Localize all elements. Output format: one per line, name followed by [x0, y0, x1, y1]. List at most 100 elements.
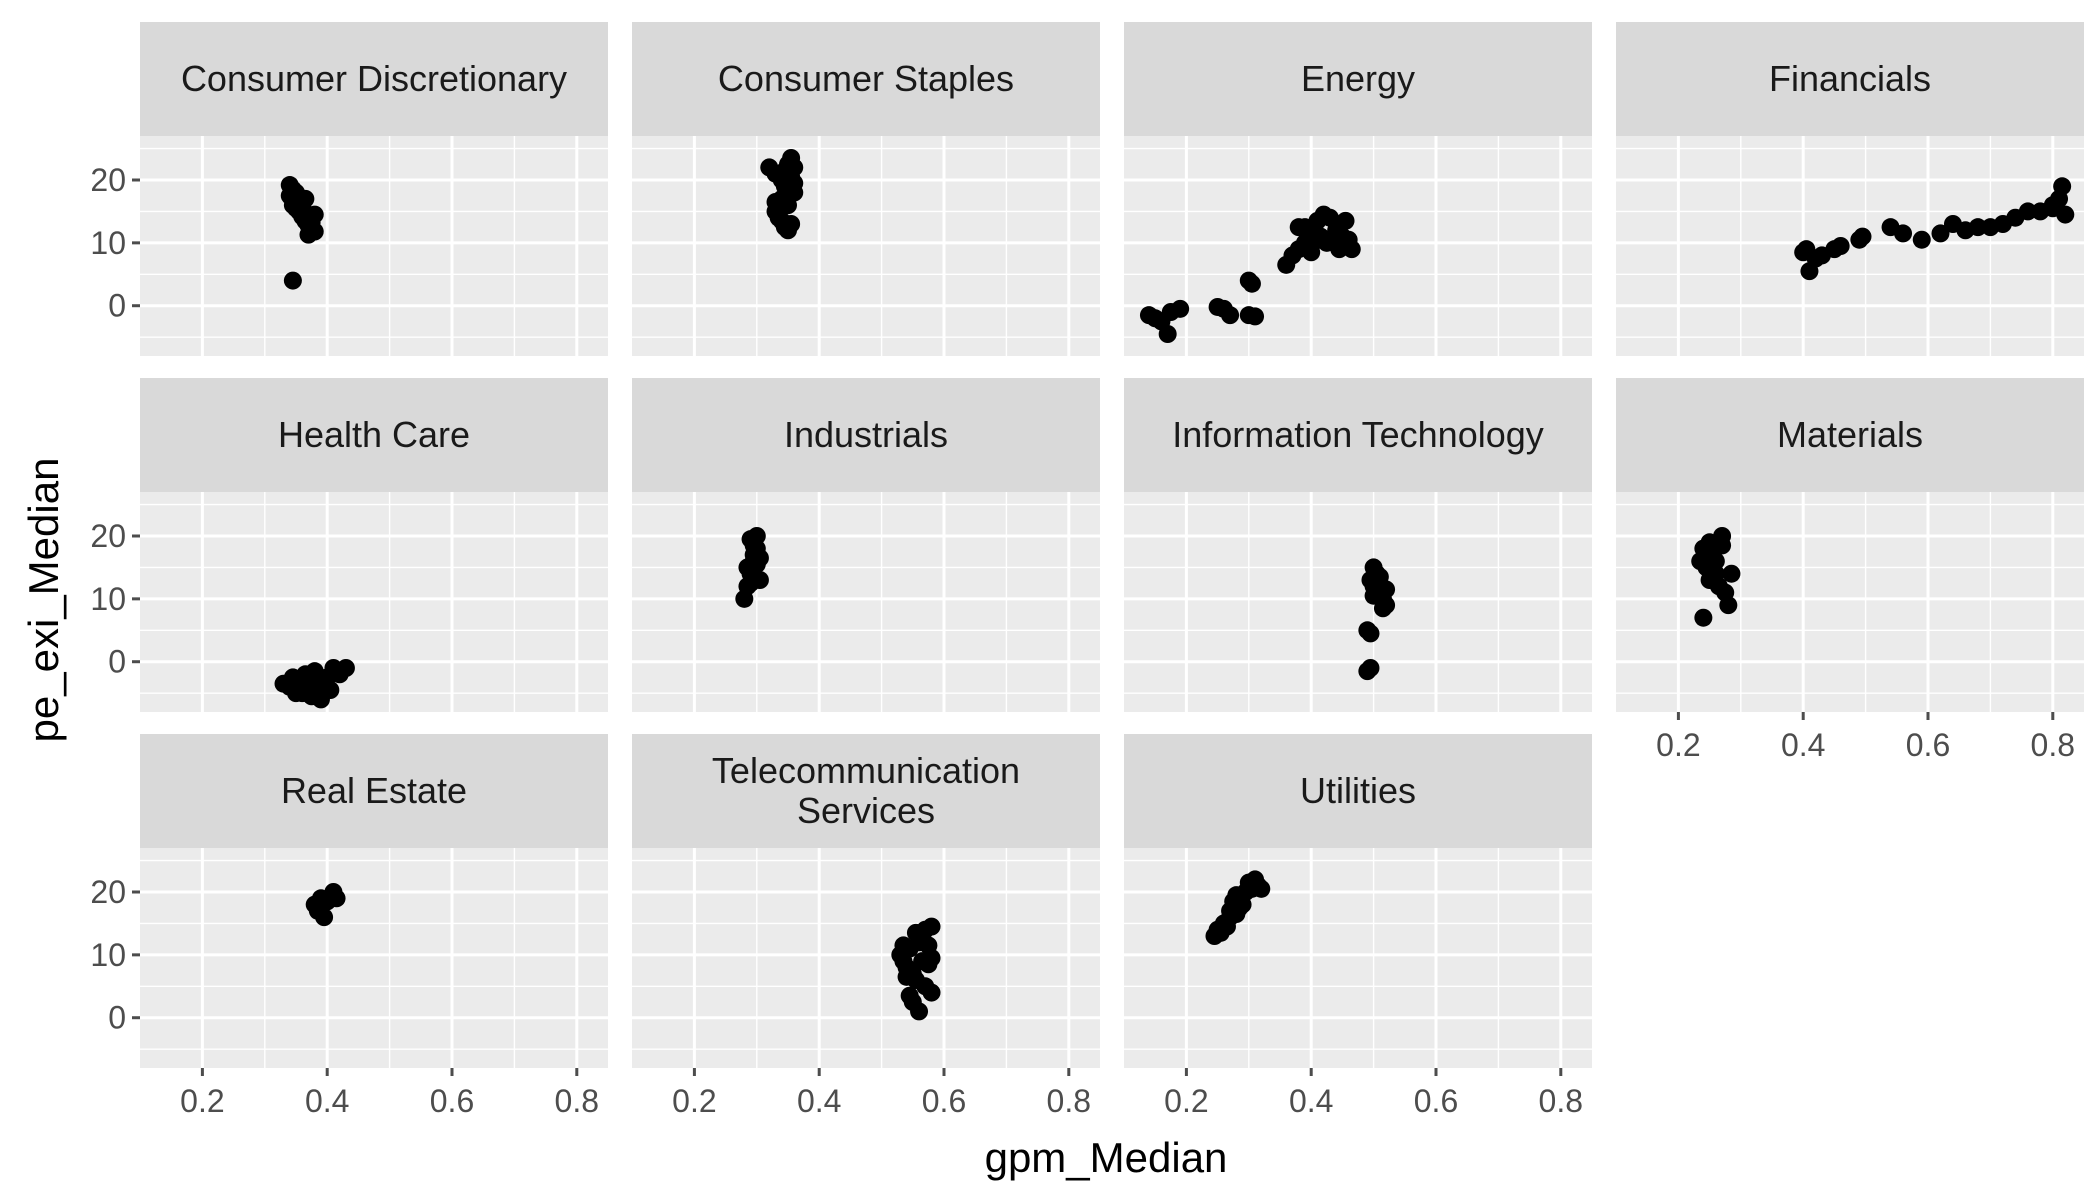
facet-strip-label: Information Technology: [1172, 414, 1544, 455]
facet-strip-label: Health Care: [278, 414, 470, 455]
x-tick-label: 0.8: [1047, 1083, 1091, 1119]
data-point: [775, 161, 794, 180]
data-point: [1697, 542, 1716, 561]
data-point: [2053, 177, 2072, 196]
facet-strip-label: Industrials: [784, 414, 948, 455]
data-point: [1242, 274, 1261, 293]
y-tick-label: 20: [90, 518, 126, 554]
x-tick-label: 0.6: [922, 1083, 966, 1119]
data-point: [1931, 224, 1950, 243]
x-tick-label: 0.6: [1414, 1083, 1458, 1119]
data-point: [293, 684, 312, 703]
panel-background: [140, 492, 608, 712]
data-point: [738, 558, 757, 577]
data-point: [1227, 905, 1246, 923]
x-tick-label: 0.4: [1781, 727, 1825, 763]
panel-background: [632, 492, 1100, 712]
data-point: [336, 659, 355, 677]
panel-background: [140, 136, 608, 356]
x-tick-label: 0.8: [1539, 1083, 1583, 1119]
y-tick-label: 0: [108, 644, 126, 680]
facet-panel: Consumer Staples: [632, 22, 1100, 356]
facet-panel: Information Technology: [1124, 378, 1592, 712]
x-axis-title: gpm_Median: [985, 1134, 1228, 1181]
data-point: [2056, 205, 2075, 224]
x-tick-label: 0.8: [2031, 727, 2075, 763]
facet-strip-label: Real Estate: [281, 770, 467, 811]
facet-panel: Health Care 0 10 20: [90, 378, 608, 712]
panel-background: [1616, 492, 2084, 712]
facet-strip: [140, 734, 608, 848]
x-tick-label: 0.6: [430, 1083, 474, 1119]
data-point: [1221, 306, 1240, 325]
data-point: [910, 1002, 929, 1021]
data-point: [315, 908, 334, 927]
data-point: [894, 936, 913, 955]
x-tick-label: 0.2: [180, 1083, 224, 1119]
data-point: [1361, 624, 1380, 643]
panel-background: [1124, 492, 1592, 712]
facet-strip: [140, 378, 608, 492]
x-tick-label: 0.2: [1164, 1083, 1208, 1119]
x-tick-label: 0.2: [672, 1083, 716, 1119]
data-point: [1831, 237, 1850, 255]
data-point: [1719, 596, 1738, 615]
x-tick-label: 0.4: [1289, 1083, 1333, 1119]
data-point: [1377, 580, 1396, 599]
x-tick-label: 0.4: [305, 1083, 349, 1119]
facet-strip-label: Energy: [1301, 58, 1415, 99]
data-point: [1373, 599, 1392, 618]
facet-panel: Industrials: [632, 378, 1100, 712]
panel-background: [1124, 848, 1592, 1068]
data-point: [785, 174, 804, 193]
facet-panel: Consumer Discretionary 0 10 20: [90, 22, 608, 356]
y-tick-label: 0: [108, 288, 126, 324]
facet-strip: [632, 22, 1100, 136]
facet-strip-label: Telecommunication: [712, 750, 1020, 791]
data-point: [1252, 879, 1271, 898]
facet-strip: [1616, 22, 2084, 136]
facet-panel: Utilities 0.2 0.4 0.6 0.8: [1124, 734, 1592, 1119]
data-point: [321, 681, 340, 699]
data-point: [906, 923, 925, 942]
facet-strip: [632, 378, 1100, 492]
data-point: [1295, 218, 1314, 237]
y-tick-label: 10: [90, 937, 126, 973]
data-point: [1246, 307, 1265, 326]
data-point: [897, 967, 916, 986]
data-point: [744, 536, 763, 555]
facet-panel: Materials 0.2 0.4 0.6 0.8: [1616, 378, 2084, 763]
data-point: [1853, 227, 1872, 246]
data-point: [1336, 211, 1355, 230]
x-tick-label: 0.2: [1656, 727, 1700, 763]
data-point: [283, 271, 302, 290]
data-point: [1361, 659, 1380, 677]
facet-strip: [1124, 378, 1592, 492]
data-point: [2043, 196, 2062, 215]
facet-strip-label: Materials: [1777, 414, 1923, 455]
data-point: [1968, 218, 1987, 237]
data-point: [741, 574, 760, 593]
panel-background: [140, 848, 608, 1068]
facet-strip: [140, 22, 608, 136]
data-point: [1302, 243, 1321, 262]
data-point: [296, 189, 315, 208]
panel-background: [1616, 136, 2084, 356]
facet-panel: Financials: [1616, 22, 2084, 356]
facet-strip-label: Consumer Staples: [718, 58, 1014, 99]
panel-background: [632, 136, 1100, 356]
data-point: [922, 917, 941, 936]
facet-panel: Energy: [1124, 22, 1592, 356]
facet-strip: [1124, 22, 1592, 136]
x-tick-label: 0.6: [1906, 727, 1950, 763]
data-point: [1694, 608, 1713, 627]
facet-panels: Consumer Discretionary 0 10 20 Consumer Stap…: [90, 22, 2084, 1119]
y-tick-label: 20: [90, 162, 126, 198]
facet-panel: Real Estate 0 10 20 0.2 0.4 0.6 0.8: [90, 734, 608, 1119]
data-point: [1722, 564, 1741, 583]
y-tick-label: 20: [90, 874, 126, 910]
y-axis-title: pe_exi_Median: [20, 458, 67, 743]
data-point: [2018, 202, 2037, 221]
